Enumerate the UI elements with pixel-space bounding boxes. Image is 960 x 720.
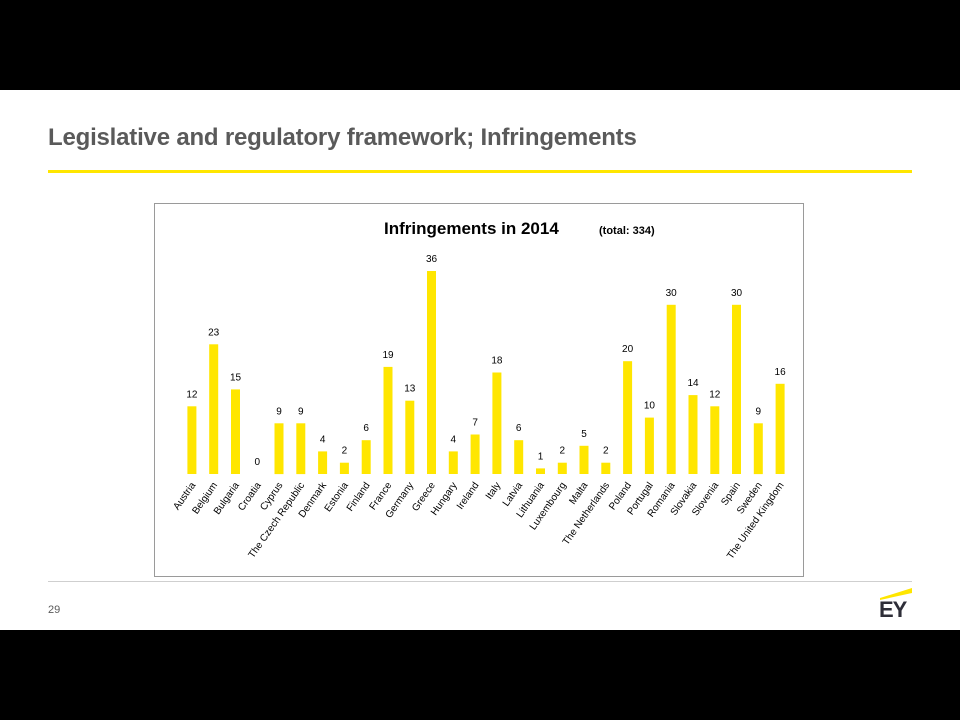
bar — [383, 366, 393, 474]
bar-value-label: 7 — [472, 418, 478, 429]
bar — [732, 304, 741, 474]
bar — [753, 423, 763, 475]
bar — [688, 395, 698, 474]
bar — [187, 406, 197, 474]
bar — [644, 417, 654, 474]
bar — [427, 271, 436, 474]
ey-logo-icon — [880, 588, 912, 600]
bar-chart: Infringements in 2014 (total: 334) 12231… — [171, 219, 786, 562]
bar — [339, 462, 349, 474]
bar-value-label: 15 — [230, 372, 242, 383]
bar — [666, 304, 676, 474]
category-label: Italy — [484, 480, 504, 501]
bar-value-label: 6 — [516, 423, 522, 434]
category-label: Finland — [345, 480, 373, 513]
bar-value-label: 19 — [382, 350, 394, 361]
bar-value-label: 5 — [581, 429, 587, 440]
bar-value-label: 30 — [666, 288, 678, 299]
bar — [601, 462, 611, 474]
bar-value-label: 30 — [731, 288, 743, 299]
bar-value-label: 14 — [687, 378, 699, 389]
bar-value-label: 20 — [622, 344, 634, 355]
bars-group — [187, 271, 785, 475]
bar — [209, 344, 219, 474]
bar-value-label: 18 — [491, 356, 503, 367]
bar — [274, 423, 284, 475]
bar-value-label: 1 — [538, 451, 544, 462]
bar — [470, 434, 480, 474]
bar-value-label: 12 — [709, 389, 721, 400]
bar — [296, 423, 306, 475]
category-label: Ireland — [455, 480, 482, 511]
bar-value-label: 10 — [644, 401, 656, 412]
bar — [557, 462, 567, 474]
bar-value-label: 6 — [363, 423, 369, 434]
bar — [318, 451, 328, 474]
slide: Legislative and regulatory framework; In… — [0, 90, 960, 630]
bar — [361, 440, 371, 474]
bar-value-label: 9 — [298, 406, 304, 417]
page-number: 29 — [48, 604, 61, 616]
bar-value-label: 9 — [756, 406, 762, 417]
bar — [623, 361, 633, 474]
bar-value-label: 2 — [342, 446, 348, 457]
bar-value-label: 13 — [404, 384, 416, 395]
letterbox-top — [0, 0, 960, 90]
footer-divider — [48, 581, 912, 582]
bar — [775, 383, 785, 474]
letterbox-bottom — [0, 630, 960, 720]
bar — [514, 440, 524, 474]
bar-value-label: 36 — [426, 254, 438, 265]
bar-value-label: 9 — [276, 406, 282, 417]
chart-frame: Infringements in 2014 (total: 334) 12 23 1… — [154, 203, 804, 577]
bar — [448, 451, 458, 474]
bar — [492, 372, 502, 474]
ey-logo-text: EY — [879, 597, 907, 622]
bar-value-label: 2 — [560, 446, 566, 457]
bar-value-label: 16 — [775, 367, 787, 378]
bar — [405, 400, 415, 474]
bar-value-label: 2 — [603, 446, 609, 457]
title-underline — [48, 170, 912, 173]
bar-value-label: 4 — [451, 434, 457, 445]
bar — [579, 445, 589, 474]
chart-subtitle: (total: 334) — [599, 225, 655, 237]
bar — [231, 389, 240, 474]
bar — [536, 468, 545, 474]
bar-value-label: 0 — [255, 457, 261, 468]
bar-value-label: 23 — [208, 327, 220, 338]
bar-value-label: 4 — [320, 434, 326, 445]
slide-title: Legislative and regulatory framework; In… — [48, 124, 637, 151]
chart-title: Infringements in 2014 — [384, 219, 559, 238]
bar — [710, 406, 720, 474]
bar-value-label: 12 — [186, 389, 198, 400]
